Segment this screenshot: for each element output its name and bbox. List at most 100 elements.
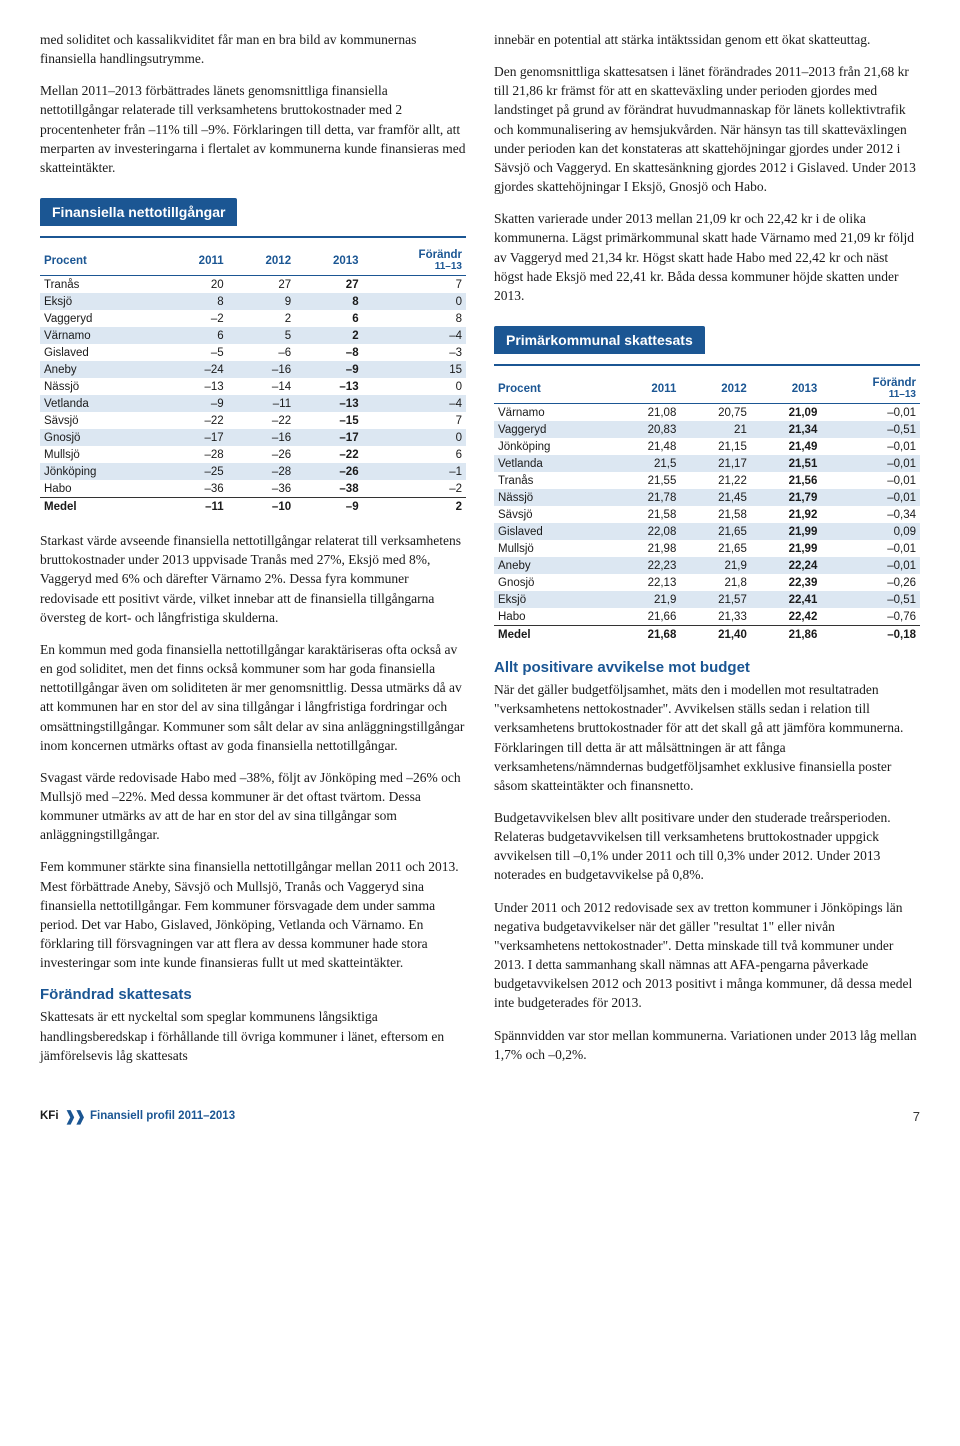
right-p1: innebär en potential att stärka intäktss… (494, 30, 920, 49)
table-row: Gislaved–5–6–8–3 (40, 344, 466, 361)
table-cell: 8 (295, 293, 362, 310)
table-cell: –4 (363, 327, 466, 344)
table-cell: 8 (363, 310, 466, 327)
table-cell: 15 (363, 361, 466, 378)
table-cell: Mullsjö (494, 540, 610, 557)
table-row: Gnosjö–17–16–170 (40, 429, 466, 446)
table-cell: 27 (228, 276, 295, 294)
table-cell: –9 (295, 498, 362, 516)
table-row: Habo–36–36–38–2 (40, 480, 466, 498)
table-cell: 7 (363, 276, 466, 294)
table-cell: Nässjö (40, 378, 161, 395)
table2-h3: 2013 (751, 374, 822, 404)
table-cell: –13 (161, 378, 227, 395)
table-cell: Gislaved (494, 523, 610, 540)
table-cell: –11 (228, 395, 295, 412)
table-cell: –10 (228, 498, 295, 516)
table-cell: Mullsjö (40, 446, 161, 463)
left-p2: Mellan 2011–2013 förbättrades länets gen… (40, 81, 466, 177)
table-row: Sävsjö21,5821,5821,92–0,34 (494, 506, 920, 523)
table-cell: 21,15 (680, 438, 751, 455)
table-row: Aneby–24–16–915 (40, 361, 466, 378)
table-cell: –0,01 (821, 404, 920, 422)
table-cell: Gnosjö (40, 429, 161, 446)
table-row-medel: Medel–11–10–92 (40, 498, 466, 516)
table-cell: –1 (363, 463, 466, 480)
left-p1: med soliditet och kassalikviditet får ma… (40, 30, 466, 68)
table-cell: –0,34 (821, 506, 920, 523)
table-cell: 21,5 (610, 455, 681, 472)
table-cell: Habo (40, 480, 161, 498)
two-column-layout: med soliditet och kassalikviditet får ma… (40, 30, 920, 1078)
table-cell: 2 (295, 327, 362, 344)
table-cell: 21,08 (610, 404, 681, 422)
table-row: Mullsjö–28–26–226 (40, 446, 466, 463)
table-cell: 21,48 (610, 438, 681, 455)
right-p7: Spännvidden var stor mellan kommunerna. … (494, 1026, 920, 1064)
table-cell: –36 (228, 480, 295, 498)
table1-h4: Förändr11–13 (363, 246, 466, 276)
table-cell: Habo (494, 608, 610, 626)
table-cell: –0,51 (821, 421, 920, 438)
table-cell: 0 (363, 378, 466, 395)
table-cell: Medel (494, 626, 610, 644)
table-cell: –15 (295, 412, 362, 429)
table-row-medel: Medel21,6821,4021,86–0,18 (494, 626, 920, 644)
table-row: Aneby22,2321,922,24–0,01 (494, 557, 920, 574)
table-cell: –28 (228, 463, 295, 480)
table-cell: –0,01 (821, 557, 920, 574)
table-cell: –38 (295, 480, 362, 498)
table-cell: 20,83 (610, 421, 681, 438)
table-cell: 22,41 (751, 591, 822, 608)
table-cell: 21,99 (751, 540, 822, 557)
table-cell: –0,01 (821, 489, 920, 506)
table-cell: –24 (161, 361, 227, 378)
left-p5: Svagast värde redovisade Habo med –38%, … (40, 768, 466, 845)
footer-page-number: 7 (913, 1109, 920, 1124)
table-cell: 21 (680, 421, 751, 438)
table-cell: Vetlanda (40, 395, 161, 412)
footer-dots-icon: ❱❱ (65, 1108, 84, 1125)
table-cell: 21,57 (680, 591, 751, 608)
table-cell: –22 (161, 412, 227, 429)
table-row: Mullsjö21,9821,6521,99–0,01 (494, 540, 920, 557)
table-cell: 2 (228, 310, 295, 327)
table-row: Eksjö21,921,5722,41–0,51 (494, 591, 920, 608)
table-row: Jönköping–25–28–26–1 (40, 463, 466, 480)
table-cell: Tranås (40, 276, 161, 294)
table-row: Vetlanda–9–11–13–4 (40, 395, 466, 412)
table-cell: –9 (161, 395, 227, 412)
table-cell: 20 (161, 276, 227, 294)
table-cell: –14 (228, 378, 295, 395)
table-cell: –17 (295, 429, 362, 446)
table-cell: –6 (228, 344, 295, 361)
table-cell: Tranås (494, 472, 610, 489)
table-cell: –28 (161, 446, 227, 463)
table-cell: Vaggeryd (40, 310, 161, 327)
table-cell: Aneby (40, 361, 161, 378)
left-p4: En kommun med goda finansiella nettotill… (40, 640, 466, 755)
table-cell: –25 (161, 463, 227, 480)
table-cell: 21,99 (751, 523, 822, 540)
table-cell: –9 (295, 361, 362, 378)
table-cell: –0,18 (821, 626, 920, 644)
left-p7: Skattesats är ett nyckeltal som speglar … (40, 1007, 466, 1064)
footer-doc-title: Finansiell profil 2011–2013 (90, 1110, 235, 1122)
table-cell: –0,01 (821, 472, 920, 489)
table-cell: 21,40 (680, 626, 751, 644)
table-cell: –36 (161, 480, 227, 498)
table-cell: Sävsjö (494, 506, 610, 523)
table-cell: 21,65 (680, 523, 751, 540)
table1-h3: 2013 (295, 246, 362, 276)
table-cell: 0 (363, 293, 466, 310)
table-row: Vetlanda21,521,1721,51–0,01 (494, 455, 920, 472)
table1-header-row: Procent 2011 2012 2013 Förändr11–13 (40, 246, 466, 276)
table-cell: 21,34 (751, 421, 822, 438)
right-p4: När det gäller budgetföljsamhet, mäts de… (494, 680, 920, 795)
table-cell: 0 (363, 429, 466, 446)
table2-h4: Förändr11–13 (821, 374, 920, 404)
table-cell: Eksjö (494, 591, 610, 608)
right-column: innebär en potential att stärka intäktss… (494, 30, 920, 1078)
table-cell: –13 (295, 378, 362, 395)
table-row: Tranås21,5521,2221,56–0,01 (494, 472, 920, 489)
